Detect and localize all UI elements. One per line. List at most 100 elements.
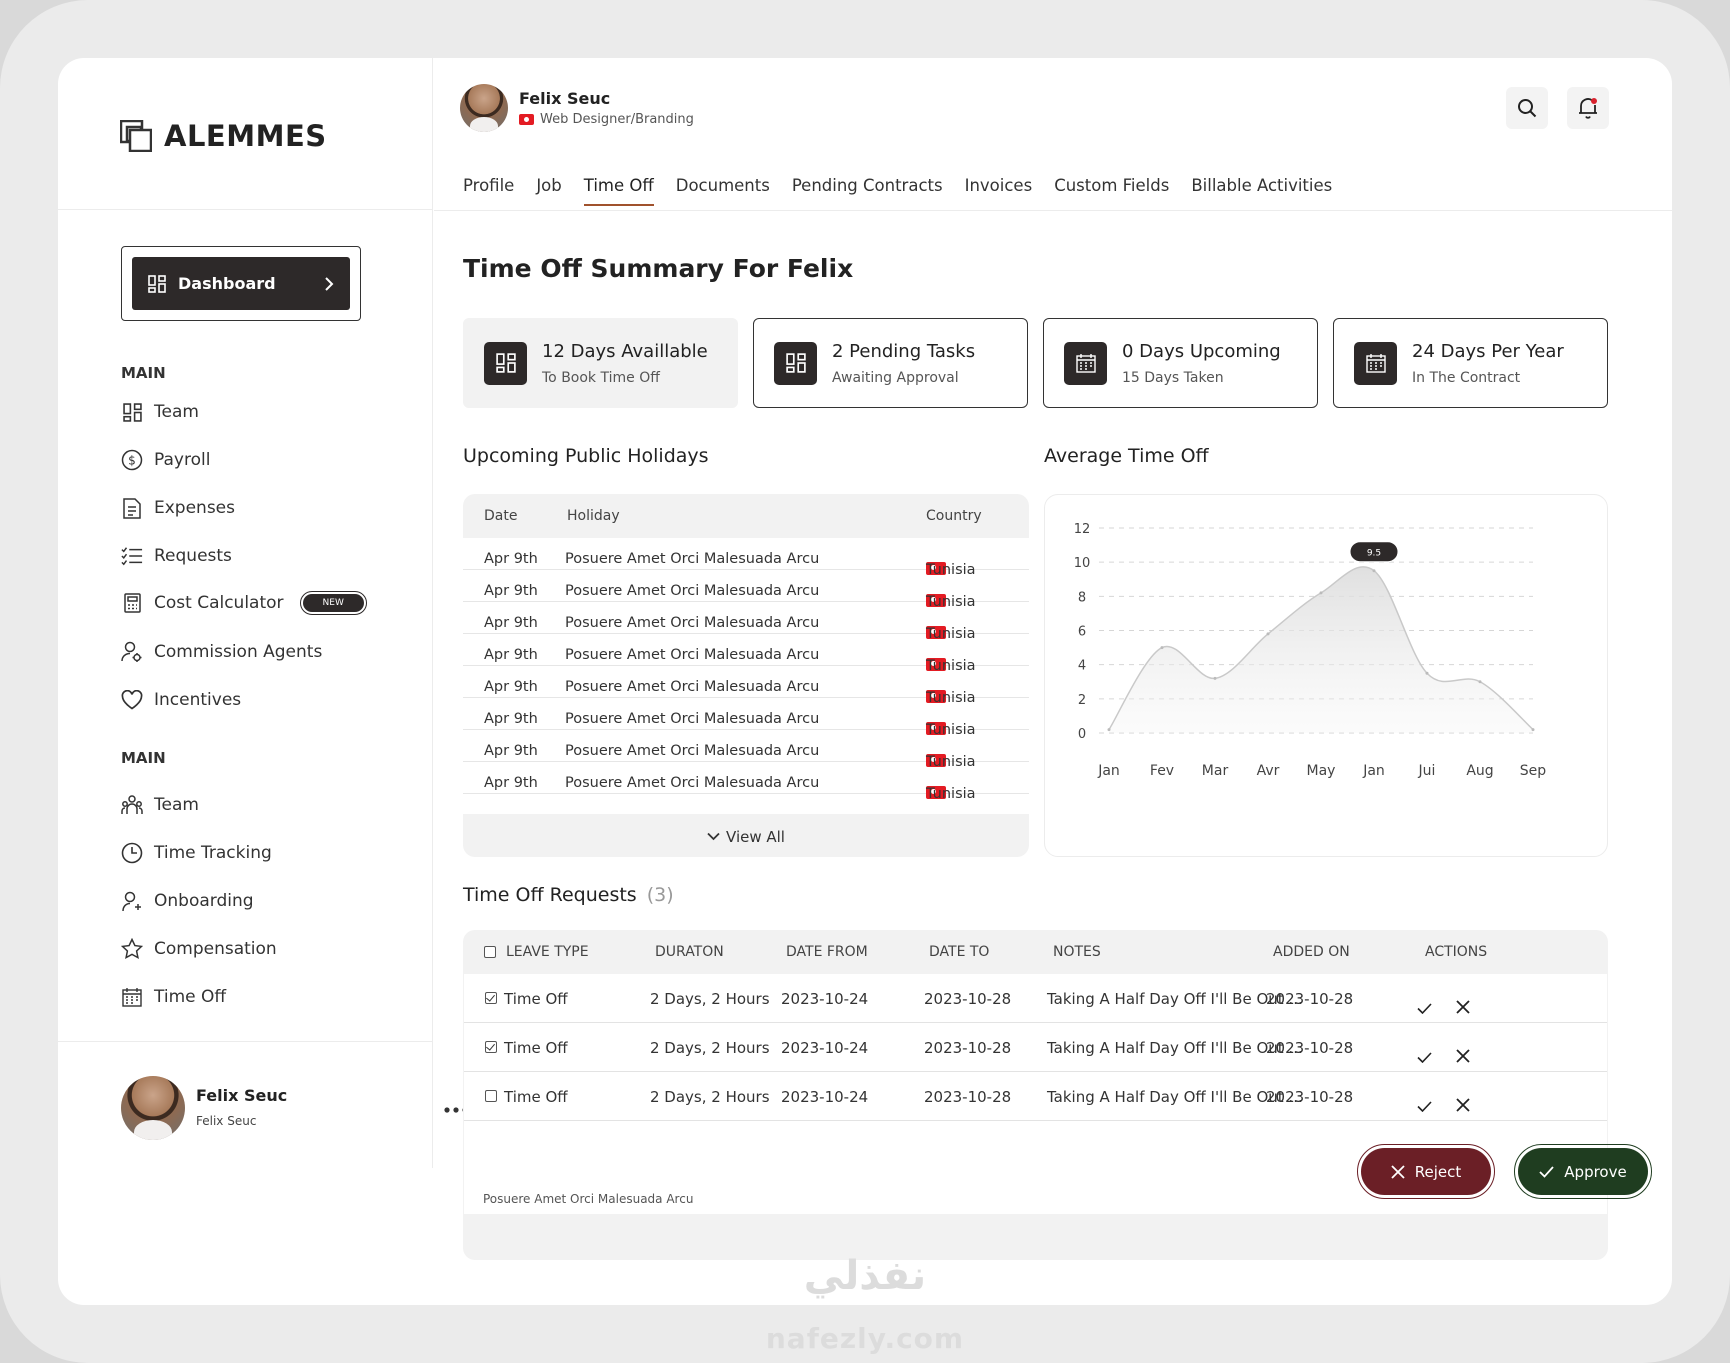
holiday-date: Apr 9th: [484, 551, 538, 567]
approve-row-button[interactable]: [1410, 1033, 1438, 1064]
sidebar-divider: [58, 1041, 432, 1042]
tab-billable-activities[interactable]: Billable Activities: [1191, 176, 1333, 195]
sidebar-item-compensation[interactable]: Compensation: [121, 938, 277, 960]
sidebar-item-requests[interactable]: Requests: [121, 545, 232, 567]
document-icon: [121, 497, 143, 519]
profile-tabs: Profile Job Time Off Documents Pending C…: [463, 176, 1332, 206]
approve-button[interactable]: Approve: [1514, 1144, 1652, 1199]
sidebar-item-time-tracking[interactable]: Time Tracking: [121, 842, 272, 864]
tunisia-flag-icon: [926, 594, 946, 607]
reject-row-button[interactable]: [1449, 1082, 1477, 1112]
column-header: NOTES: [1053, 944, 1101, 960]
sidebar-item-label: Team: [154, 795, 199, 815]
holiday-row: Apr 9th Posuere Amet Orci Malesuada Arcu T…: [463, 666, 1029, 706]
sidebar-item-time-off[interactable]: Time Off: [121, 986, 226, 1008]
row-checkbox[interactable]: [485, 1090, 497, 1102]
view-all-label: View All: [726, 827, 785, 846]
tab-pending-contracts[interactable]: Pending Contracts: [791, 176, 943, 195]
sidebar-item-payroll[interactable]: $ Payroll: [121, 449, 210, 471]
data-point: [1531, 728, 1535, 732]
y-tick-label: 8: [1078, 590, 1086, 605]
y-tick-label: 4: [1078, 659, 1086, 674]
y-tick-label: 10: [1074, 556, 1091, 571]
holiday-date: Apr 9th: [484, 679, 538, 695]
select-all-checkbox[interactable]: [484, 946, 496, 958]
sidebar-item-team[interactable]: Team: [121, 401, 199, 423]
sidebar-item-cost-calculator[interactable]: Cost Calculator NEW: [121, 591, 367, 615]
column-header: DATE TO: [929, 944, 990, 960]
chevron-right-icon: [325, 276, 334, 291]
check-icon: [1416, 1000, 1432, 1018]
summary-card-per-year[interactable]: 24 Days Per Year In The Contract: [1333, 318, 1608, 408]
row-checkbox[interactable]: [485, 1041, 497, 1053]
dashboard-label: Dashboard: [178, 274, 276, 293]
holiday-country-label: Tunisia: [926, 690, 976, 706]
sidebar-item-team-2[interactable]: Team: [121, 794, 199, 816]
view-all-button[interactable]: View All: [463, 816, 1029, 857]
reject-row-button[interactable]: [1449, 984, 1477, 1014]
x-tick-label: Sep: [1520, 763, 1547, 779]
reject-button[interactable]: Reject: [1357, 1144, 1495, 1199]
profile-name: Felix Seuc: [519, 89, 611, 108]
search-button[interactable]: [1506, 87, 1548, 129]
grid-icon: [774, 341, 817, 385]
tab-invoices[interactable]: Invoices: [964, 176, 1033, 195]
tab-custom-fields[interactable]: Custom Fields: [1054, 176, 1170, 195]
summary-card-available[interactable]: 12 Days Availlable To Book Time Off: [463, 318, 738, 408]
tunisia-flag-icon: [926, 690, 946, 703]
tab-documents[interactable]: Documents: [675, 176, 770, 195]
tab-time-off[interactable]: Time Off: [583, 176, 654, 206]
card-subtitle: Awaiting Approval: [832, 369, 959, 386]
x-tick-label: Aug: [1466, 763, 1493, 779]
holiday-name: Posuere Amet Orci Malesuada Arcu: [565, 775, 820, 791]
notifications-button[interactable]: [1567, 87, 1609, 129]
section-title-main: MAIN: [121, 364, 166, 382]
column-header: ADDED ON: [1273, 944, 1350, 960]
date-from: 2023-10-24: [781, 1039, 869, 1057]
holiday-name: Posuere Amet Orci Malesuada Arcu: [565, 615, 820, 631]
average-time-off-chart: 0 2 4 6 8 10 12 Jan Fev Mar Avr May Jan Jui Aug Sep 9.5: [1044, 494, 1608, 857]
sidebar-item-label: Onboarding: [154, 891, 254, 911]
calendar-icon: [121, 986, 143, 1008]
peak-label: 9.5: [1367, 549, 1381, 559]
grid-icon: [148, 274, 166, 293]
x-tick-label: May: [1307, 763, 1336, 779]
notes: Taking A Half Day Off I'll Be Out ...: [1047, 1039, 1303, 1057]
holiday-country-label: Tunisia: [926, 658, 976, 674]
tab-profile[interactable]: Profile: [463, 176, 515, 195]
holidays-header: Date Holiday Country: [463, 494, 1029, 538]
reject-row-button[interactable]: [1449, 1033, 1477, 1063]
dollar-circle-icon: $: [121, 449, 143, 471]
sidebar-user-card[interactable]: Felix Seuc Felix Seuc: [121, 1076, 468, 1142]
tunisia-flag-icon: [926, 786, 946, 799]
notes: Taking A Half Day Off I'll Be Out ...: [1047, 1088, 1303, 1106]
data-point: [1478, 680, 1482, 684]
summary-card-pending[interactable]: 2 Pending Tasks Awaiting Approval: [753, 318, 1028, 408]
row-checkbox[interactable]: [485, 992, 497, 1004]
requests-footer-text: Posuere Amet Orci Malesuada Arcu: [483, 1192, 694, 1206]
dashboard-button[interactable]: Dashboard: [132, 257, 350, 310]
summary-card-upcoming[interactable]: 0 Days Upcoming 15 Days Taken: [1043, 318, 1318, 408]
date-from: 2023-10-24: [781, 1088, 869, 1106]
user-gear-icon: [121, 641, 143, 663]
holiday-country-label: Tunisia: [926, 626, 976, 642]
approve-row-button[interactable]: [1410, 984, 1438, 1015]
tunisia-flag-icon: [519, 114, 534, 125]
check-icon: [1539, 1165, 1554, 1178]
holiday-date: Apr 9th: [484, 615, 538, 631]
brand-logo[interactable]: ALEMMES: [120, 114, 327, 158]
holiday-name: Posuere Amet Orci Malesuada Arcu: [565, 711, 820, 727]
sidebar-item-expenses[interactable]: Expenses: [121, 497, 235, 519]
heart-icon: [121, 689, 143, 711]
sidebar-item-label: Compensation: [154, 939, 277, 959]
clock-icon: [121, 842, 143, 864]
tab-job[interactable]: Job: [536, 176, 562, 195]
section-title-main-2: MAIN: [121, 749, 166, 767]
checklist-icon: [121, 545, 143, 567]
sidebar-item-commission-agents[interactable]: Commission Agents: [121, 641, 322, 663]
sidebar-item-onboarding[interactable]: Onboarding: [121, 890, 254, 912]
sidebar-item-incentives[interactable]: Incentives: [121, 689, 241, 711]
tunisia-flag-icon: [926, 562, 946, 575]
approve-row-button[interactable]: [1410, 1082, 1438, 1113]
column-header: ACTIONS: [1425, 944, 1488, 960]
